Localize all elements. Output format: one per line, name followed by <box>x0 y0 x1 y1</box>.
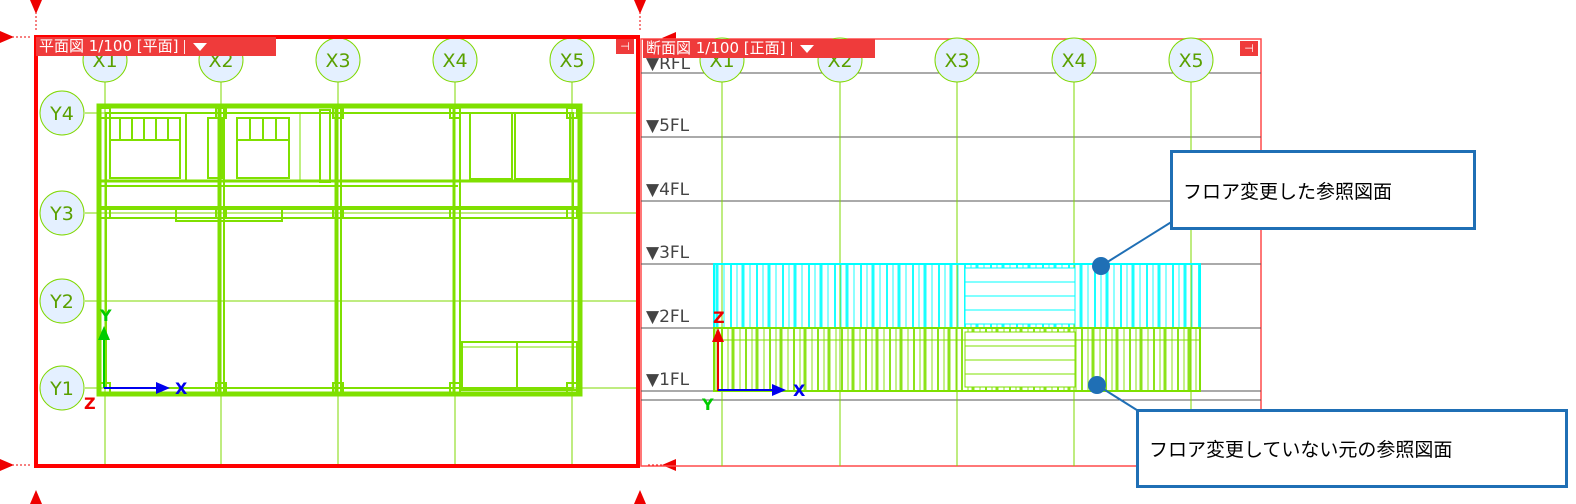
plan-axis-x-label: X <box>175 379 188 398</box>
section-axis-bubble-x3 <box>934 37 980 83</box>
section-view-title: 断面図 1/100 [正面] <box>646 39 786 57</box>
axis-label-x5: X5 <box>559 50 584 72</box>
changed-reference-dot <box>1092 257 1110 275</box>
changed-reference-drawing <box>713 263 1201 329</box>
section-axis-y-label: Y <box>701 395 714 414</box>
section-axis-x-label: X <box>793 381 806 400</box>
axis-bubble-y2 <box>39 278 85 324</box>
plan-view-tab[interactable]: 平面図 1/100 [平面] <box>36 37 276 56</box>
section-axis-bubble-x5 <box>1168 37 1214 83</box>
axis-label-y2: Y2 <box>49 291 74 313</box>
axis-label-x3: X3 <box>325 50 350 72</box>
callout-original-reference: フロア変更していない元の参照図面 <box>1136 409 1568 488</box>
resize-markers[interactable] <box>0 0 676 504</box>
section-axis-label-x3: X3 <box>944 50 969 72</box>
section-coordinate-indicator: Z X Y <box>701 308 806 414</box>
callout-original-text: フロア変更していない元の参照図面 <box>1149 439 1453 461</box>
original-reference-dot <box>1088 376 1106 394</box>
section-axis-label-x5: X5 <box>1178 50 1203 72</box>
axis-label-y1: Y1 <box>49 378 74 400</box>
axis-label-x4: X4 <box>442 50 467 72</box>
axis-label-y3: Y3 <box>49 203 74 225</box>
section-view-drawing: ▼RFL ▼5FL ▼4FL ▼3FL ▼2FL ▼1FL X1 X2 X3 X… <box>640 37 1262 467</box>
floor-label-4fl: ▼4FL <box>646 180 690 200</box>
tab-separator <box>791 41 793 56</box>
chevron-down-icon[interactable] <box>193 42 208 51</box>
pin-icon[interactable]: ⊣ <box>1240 41 1258 56</box>
floor-label-5fl: ▼5FL <box>646 116 690 136</box>
section-axis-z-label: Z <box>713 308 725 327</box>
section-view-tab[interactable]: 断面図 1/100 [正面] <box>643 39 875 58</box>
pin-icon[interactable]: ⊣ <box>616 39 634 54</box>
axis-bubble-y3 <box>39 190 85 236</box>
plan-active-border <box>34 35 640 468</box>
plan-view-drawing: X1 X2 X3 X4 X5 Y4 Y3 Y2 Y1 Y X Z <box>34 35 640 468</box>
axis-label-y4: Y4 <box>49 103 74 125</box>
floor-label-3fl: ▼3FL <box>646 243 690 263</box>
plan-axis-z-label: Z <box>84 394 96 413</box>
floor-label-2fl: ▼2FL <box>646 307 690 327</box>
original-reference-drawing <box>713 327 1201 392</box>
axis-bubble-y4 <box>39 90 85 136</box>
chevron-down-icon[interactable] <box>800 44 815 53</box>
callout-changed-reference: フロア変更した参照図面 <box>1170 150 1476 230</box>
tab-separator <box>184 39 186 54</box>
floor-label-rfl: ▼RFL <box>646 54 691 74</box>
plan-view-title: 平面図 1/100 [平面] <box>39 37 179 55</box>
floor-label-1fl: ▼1FL <box>646 370 690 390</box>
plan-axis-y-label: Y <box>99 306 112 325</box>
section-axis-bubble-x4 <box>1051 37 1097 83</box>
plan-coordinate-indicator: Y X Z <box>84 306 188 413</box>
callout-changed-text: フロア変更した参照図面 <box>1183 180 1393 203</box>
section-axis-label-x4: X4 <box>1061 50 1086 72</box>
callout-leaders <box>1088 220 1174 413</box>
axis-bubble-y1 <box>39 365 85 411</box>
